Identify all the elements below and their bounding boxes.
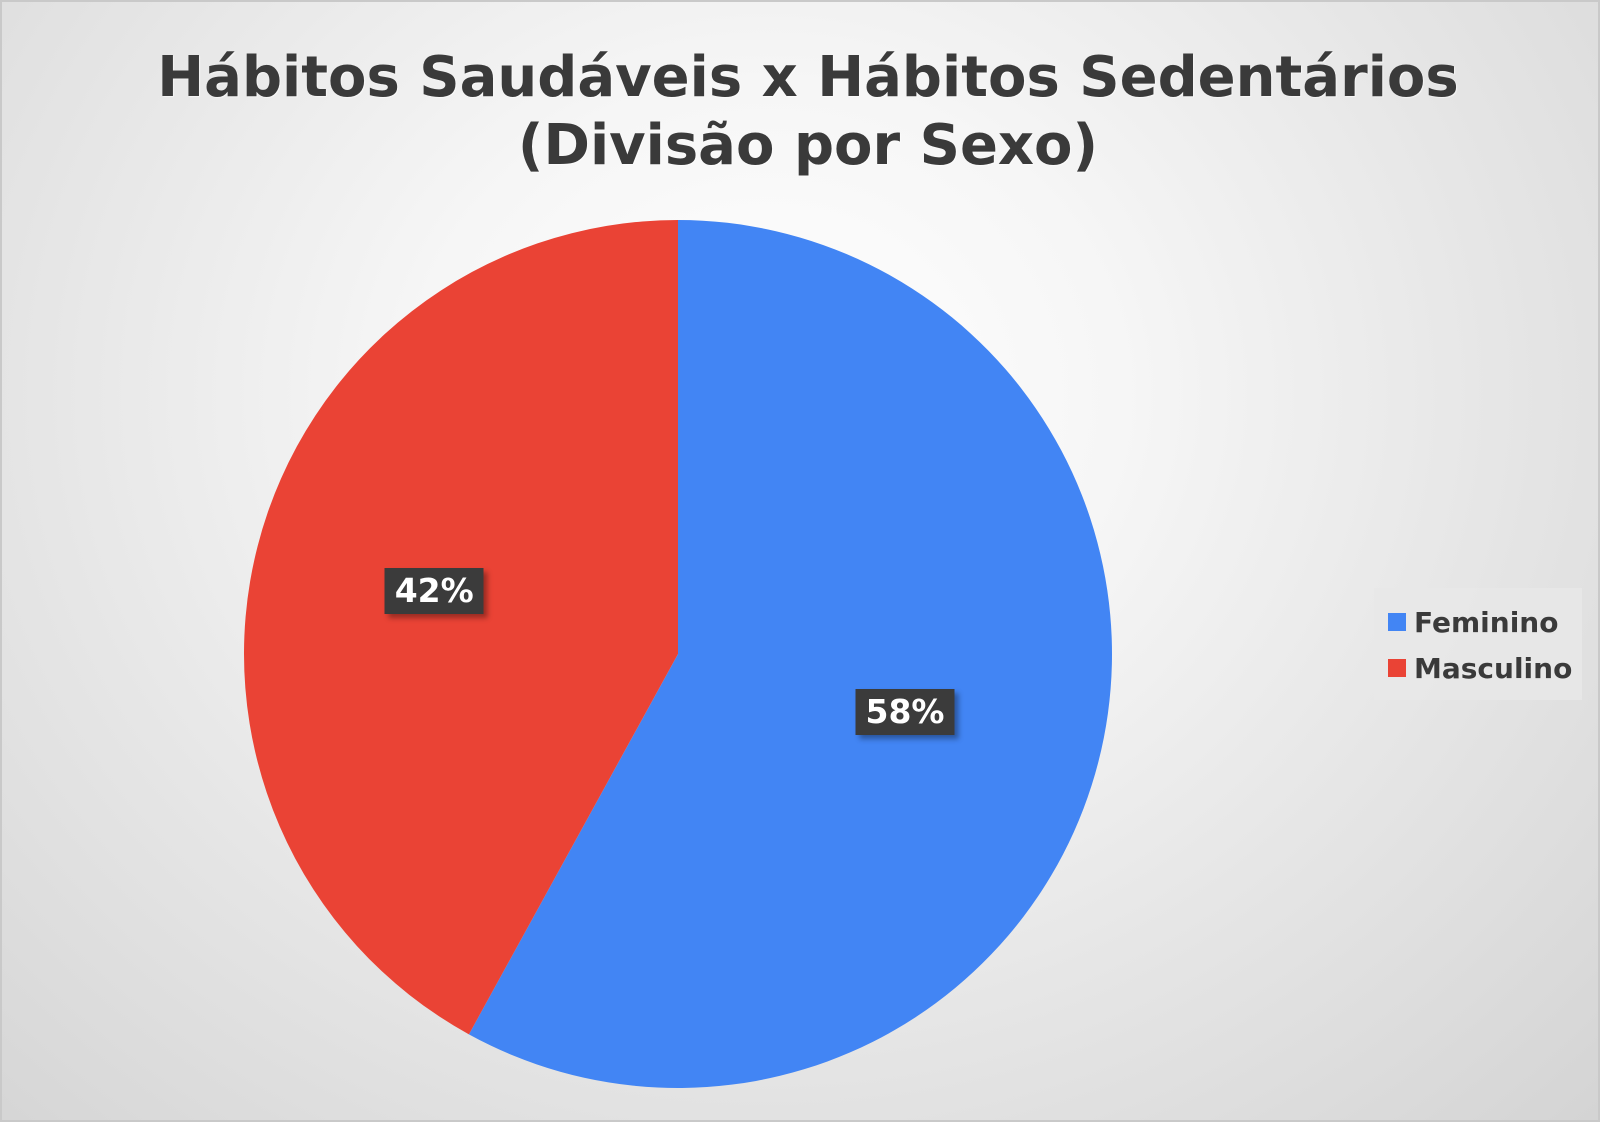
legend-label-feminino: Feminino [1414, 605, 1559, 639]
legend-swatch-feminino [1388, 613, 1406, 631]
legend-label-masculino: Masculino [1414, 651, 1573, 685]
chart-title-line-1: Hábitos Saudáveis x Hábitos Sedentários [157, 45, 1459, 110]
legend-item-feminino: Feminino [1388, 600, 1582, 644]
chart-title-line-2: (Divisão por Sexo) [517, 113, 1099, 178]
data-label-feminino: 58% [855, 689, 955, 736]
legend-item-masculino: Masculino [1388, 646, 1582, 690]
chart-legend: Feminino Masculino [1374, 588, 1582, 700]
data-label-masculino: 42% [384, 568, 484, 615]
pie-slice-masculino [243, 219, 678, 1035]
pie-slice-feminino [468, 220, 1112, 1088]
chart-title: Hábitos Saudáveis x Hábitos Sedentários … [2, 44, 1600, 180]
legend-swatch-masculino [1388, 659, 1406, 677]
